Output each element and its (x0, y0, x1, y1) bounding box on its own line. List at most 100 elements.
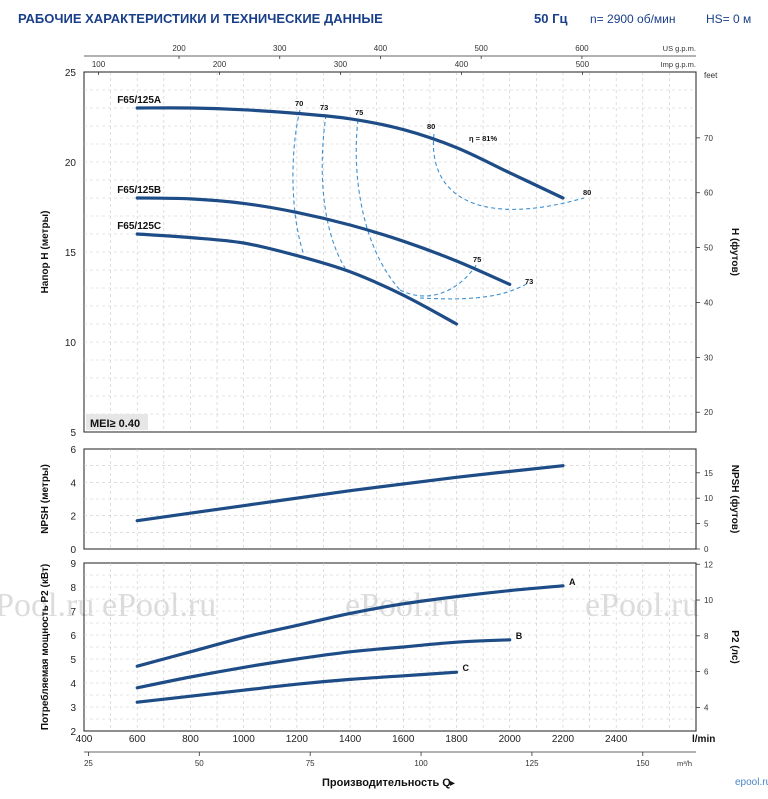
top-tick-label: 300 (273, 44, 287, 53)
power-y2-ticks: 4 6 8 10 12 (696, 560, 713, 712)
y-tick-label: 2 (70, 727, 76, 738)
x-axis-m3h: 25 50 75 100 125 150 m³/h (84, 752, 692, 768)
top-flow-axes: 200 300 400 500 600 US g.p.m. 100 200 300 400 500 I… (84, 44, 696, 75)
x2-tick-label: 150 (636, 759, 650, 768)
npsh-y2-label: NPSH (футов) (729, 465, 741, 534)
power-curve-names: A B C (463, 577, 576, 673)
x-unit-label: l/min (692, 734, 715, 745)
y-tick-label: 3 (70, 703, 76, 714)
efficiency-label: 75 (473, 255, 481, 264)
power-curve-label: B (516, 631, 523, 641)
x-tick-label: 1600 (392, 734, 415, 745)
y2-tick-label: 50 (704, 244, 713, 253)
power-y-label: Потребляемая мощность P2 (кВт) (39, 564, 51, 730)
hs-label: HS= 0 м (706, 12, 751, 26)
y2-tick-label: 4 (704, 703, 709, 712)
efficiency-label: 73 (525, 277, 533, 286)
y-tick-label: 9 (70, 559, 76, 570)
curve-name-label: F65/125B (117, 185, 161, 196)
top-tick-label: 500 (475, 44, 489, 53)
efficiency-line-73 (321, 114, 346, 269)
y2-tick-label: 20 (704, 408, 713, 417)
x-tick-label: 2400 (605, 734, 628, 745)
x2-tick-label: 50 (195, 759, 204, 768)
x-tick-label: 1000 (233, 734, 256, 745)
y2-tick-label: 30 (704, 353, 713, 362)
x-tick-label: 600 (129, 734, 146, 745)
y2-tick-label: 5 (704, 520, 709, 529)
watermark: ePool.ru (102, 587, 216, 624)
y2-unit-label: feet (704, 71, 718, 80)
y-tick-label: 6 (70, 631, 76, 642)
power-grid (84, 563, 696, 731)
x2-tick-label: 25 (84, 759, 93, 768)
power-curve-label: A (569, 577, 576, 587)
x-axis-lmin: 400 600 800 1000 1200 1400 1600 1800 2000 2200 240… (76, 734, 716, 745)
series-curve-F65/125A (135, 106, 565, 200)
watermark: ePool.ru (0, 587, 94, 624)
x-tick-label: 1800 (445, 734, 468, 745)
power-curve-label: C (463, 663, 470, 673)
efficiency-labels: 70 73 75 80 η = 81% 80 75 73 (295, 99, 591, 286)
power-y2-label: P2 (лс) (729, 630, 740, 663)
efficiency-label: 80 (427, 122, 435, 131)
efficiency-line-75 (355, 119, 401, 291)
npsh-grid (84, 449, 696, 549)
head-curve-names: F65/125A F65/125B F65/125C (117, 95, 161, 232)
efficiency-label: η = 81% (469, 134, 497, 143)
y-tick-label: 5 (70, 655, 76, 666)
top-tick-label: 100 (92, 60, 106, 69)
head-y-label: Напор H (метры) (40, 211, 51, 294)
y-tick-label: 8 (70, 583, 76, 594)
x-tick-label: 1400 (339, 734, 362, 745)
head-grid (84, 72, 696, 432)
y2-tick-label: 6 (704, 668, 709, 677)
corner-watermark: epool.ru (735, 777, 768, 788)
y-tick-label: 4 (70, 478, 76, 489)
head-y2-label: H (футов) (729, 228, 741, 276)
y-tick-label: 10 (65, 338, 77, 349)
head-curves (135, 106, 565, 326)
efficiency-label: 75 (355, 108, 363, 117)
x2-tick-label: 75 (306, 759, 315, 768)
y2-tick-label: 8 (704, 632, 709, 641)
y2-tick-label: 70 (704, 134, 713, 143)
x-axis-label: Производительность Q (322, 777, 451, 789)
mei-badge: MEI≥ 0.40 (90, 418, 140, 430)
top-tick-label: 200 (213, 60, 227, 69)
y2-tick-label: 15 (704, 469, 713, 478)
y-tick-label: 6 (70, 445, 76, 456)
y2-tick-label: 12 (704, 560, 713, 569)
head-y-ticks: 5 10 15 20 25 (65, 68, 77, 439)
npsh-y-ticks: 0 2 4 6 (70, 445, 76, 556)
series-curve-B (135, 638, 512, 690)
y-tick-label: 25 (65, 68, 77, 79)
efficiency-lines (292, 109, 585, 300)
efficiency-label: 73 (320, 103, 328, 112)
power-curves (135, 584, 565, 704)
curve-name-label: F65/125C (117, 221, 161, 232)
efficiency-line-75b (399, 263, 478, 297)
series-curve-F65/125C (135, 232, 459, 326)
frequency-label: 50 Гц (534, 11, 567, 26)
watermark: ePool.ru (585, 587, 699, 624)
y-tick-label: 5 (70, 428, 76, 439)
curve-name-label: F65/125A (117, 95, 161, 106)
top-tick-label: 200 (172, 44, 186, 53)
y2-tick-label: 10 (704, 494, 713, 503)
series-curve-A (135, 584, 565, 668)
series-curve-C (135, 670, 459, 704)
y-tick-label: 15 (65, 248, 77, 259)
top-axis-unit: Imp g.p.m. (661, 60, 696, 69)
top-tick-label: 400 (374, 44, 388, 53)
y-tick-label: 20 (65, 158, 77, 169)
x-tick-label: 2000 (499, 734, 522, 745)
efficiency-label: 70 (295, 99, 303, 108)
y2-tick-label: 0 (704, 545, 709, 554)
x2-tick-label: 100 (414, 759, 428, 768)
efficiency-line-73b (419, 282, 529, 300)
efficiency-line-70 (292, 109, 305, 256)
watermark-group: ePool.ru ePool.ru ePool.ru ePool.ru (0, 587, 699, 624)
y-tick-label: 4 (70, 679, 76, 690)
y-tick-label: 7 (70, 607, 76, 618)
